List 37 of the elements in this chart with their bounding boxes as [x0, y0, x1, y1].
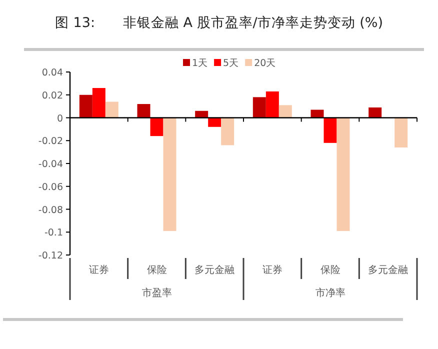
legend-label: 20天: [254, 58, 276, 69]
bar: [278, 105, 292, 118]
legend-label: 5天: [223, 58, 240, 69]
legend-label: 1天: [192, 58, 208, 69]
y-tick-label: -0.06: [38, 182, 63, 193]
y-tick-label: -0.04: [38, 159, 63, 170]
y-tick-label: 0.02: [42, 90, 63, 102]
x-tick-label: 保险: [320, 264, 340, 276]
bar: [336, 118, 350, 231]
x-tick-label: 多元金融: [368, 264, 408, 276]
x-tick-label: 多元金融: [194, 264, 235, 276]
bar: [394, 118, 408, 148]
bar: [324, 118, 337, 143]
y-tick-label: 0: [56, 113, 63, 124]
x-tick-label: 保险: [146, 264, 167, 276]
x-tick-label: 证券: [88, 264, 109, 276]
y-tick-label: -0.02: [38, 136, 63, 148]
y-tick-label: -0.12: [38, 250, 63, 262]
bar: [150, 118, 164, 136]
bar: [252, 97, 266, 118]
text: 市净率: [315, 287, 346, 299]
y-tick-label: -0.1: [44, 228, 63, 239]
bar: [221, 118, 234, 146]
x-tick-label: 证券: [262, 264, 282, 276]
bar: [266, 91, 279, 118]
bar: [137, 104, 150, 118]
bar: [208, 118, 222, 127]
text: 市盈率: [142, 287, 172, 299]
chart-title: 图 13: 非银金融 A 股市盈率/市净率走势变动 (%): [54, 15, 384, 31]
bar: [163, 118, 176, 231]
bar: [79, 94, 92, 118]
y-tick-label: 0.04: [42, 68, 63, 78]
bar: [92, 88, 106, 118]
bar: [368, 107, 382, 118]
y-tick-label: -0.08: [38, 204, 63, 216]
bar: [105, 102, 118, 118]
bar: [310, 110, 324, 118]
